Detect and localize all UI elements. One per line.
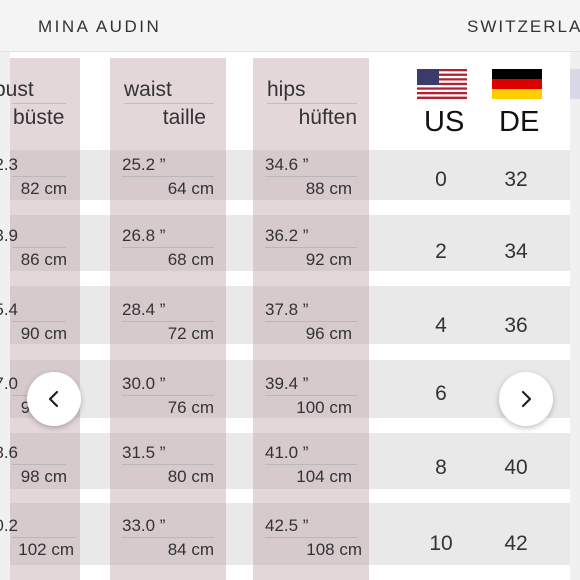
bust-cm-value: 102 cm <box>18 540 74 559</box>
waist-inch-value: 26.8 ” <box>122 226 166 245</box>
hips-inch-value: 39.4 ” <box>265 374 309 393</box>
waist-inch-value: 28.4 ” <box>122 300 166 319</box>
waist-inch-value: 33.0 ” <box>122 516 166 535</box>
cell-rule <box>265 321 357 322</box>
us-size-value: 8 <box>435 456 447 479</box>
hips-inch-value: 37.8 ” <box>265 300 309 319</box>
cell-rule <box>265 537 357 538</box>
us-size-code: US <box>424 106 465 138</box>
row-band <box>0 433 580 489</box>
row-band <box>0 286 580 344</box>
bust-inch-value: 35.4 ” <box>0 300 18 319</box>
header-rule <box>12 103 66 104</box>
us-size-value: 4 <box>435 314 447 337</box>
de-size-code: DE <box>499 106 540 138</box>
de-size-value: 34 <box>504 240 528 263</box>
bust-cm-value: 90 cm <box>20 324 67 343</box>
us-size-value: 10 <box>429 532 453 555</box>
cell-rule <box>122 176 214 177</box>
hips-inch-value: 36.2 ” <box>265 226 309 245</box>
cell-rule <box>265 176 357 177</box>
germany-flag-icon <box>492 69 542 99</box>
hips-header-fr: hüften <box>298 106 357 129</box>
bust-column <box>10 58 80 580</box>
bust-cm-value: 98 cm <box>20 467 67 486</box>
hips-cm-value: 96 cm <box>305 324 352 343</box>
waist-header-en: waist <box>124 78 172 101</box>
cell-rule <box>12 537 76 538</box>
chevron-left-icon <box>48 390 59 408</box>
hips-inch-value: 41.0 ” <box>265 443 309 462</box>
de-size-value: 40 <box>504 456 528 479</box>
previous-image-button[interactable] <box>27 372 81 426</box>
waist-column <box>110 58 226 580</box>
right-edge-strip <box>570 52 580 580</box>
bust-header-fr: büste <box>13 106 65 129</box>
row-band <box>0 215 580 271</box>
cell-rule <box>122 464 214 465</box>
bust-inch-value: 40.2 ” <box>0 516 18 535</box>
cell-rule <box>122 321 214 322</box>
us-size-value: 0 <box>435 168 447 191</box>
row-bands <box>0 52 580 580</box>
cell-rule <box>265 247 357 248</box>
brand-name: MINA AUDIN <box>38 17 162 36</box>
cell-rule <box>12 247 66 248</box>
country-label: SWITZERLAND <box>467 17 580 36</box>
bust-cm-value: 82 cm <box>20 179 67 198</box>
waist-cm-value: 72 cm <box>167 324 214 343</box>
bust-inch-value: 33.9 ” <box>0 226 18 245</box>
bust-inch-value: 37.0 ” <box>0 374 18 393</box>
de-size-value: 42 <box>504 532 528 555</box>
cell-rule <box>12 321 66 322</box>
hips-cm-value: 92 cm <box>305 250 352 269</box>
cell-rule <box>265 395 357 396</box>
waist-cm-value: 84 cm <box>167 540 214 559</box>
cell-rule <box>122 247 214 248</box>
waist-cm-value: 68 cm <box>167 250 214 269</box>
de-size-value: 36 <box>504 314 528 337</box>
hips-cm-value: 104 cm <box>296 467 352 486</box>
de-size-value: 32 <box>504 168 528 191</box>
page-header: MINA AUDIN SWITZERLAND <box>0 0 580 52</box>
cell-rule <box>122 537 214 538</box>
bust-header-en: bust <box>0 78 34 101</box>
row-band <box>0 503 580 565</box>
hips-cm-value: 108 cm <box>306 540 362 559</box>
bust-cm-value: 86 cm <box>20 250 67 269</box>
waist-cm-value: 76 cm <box>167 398 214 417</box>
row-band <box>0 150 580 200</box>
waist-header-fr: taille <box>162 106 206 129</box>
waist-inch-value: 31.5 ” <box>122 443 166 462</box>
waist-inch-value: 25.2 ” <box>122 155 166 174</box>
chevron-right-icon <box>521 390 532 408</box>
cell-rule <box>122 395 214 396</box>
hips-inch-value: 42.5 ” <box>265 516 309 535</box>
bust-inch-value: 38.6 ” <box>0 443 18 462</box>
cell-rule <box>12 176 66 177</box>
header-rule <box>267 103 357 104</box>
hips-cm-value: 100 cm <box>296 398 352 417</box>
us-flag-icon <box>417 69 467 99</box>
hips-inch-value: 34.6 ” <box>265 155 309 174</box>
us-size-value: 2 <box>435 240 447 263</box>
cell-rule <box>12 464 66 465</box>
waist-cm-value: 80 cm <box>167 467 214 486</box>
left-edge-strip <box>0 52 10 580</box>
waist-cm-value: 64 cm <box>167 179 214 198</box>
hips-column <box>253 58 369 580</box>
partial-flag-icon <box>568 69 580 99</box>
waist-inch-value: 30.0 ” <box>122 374 166 393</box>
cell-rule <box>265 464 357 465</box>
us-size-value: 6 <box>435 382 447 405</box>
bust-inch-value: 32.3 ” <box>0 155 18 174</box>
header-rule <box>124 103 214 104</box>
hips-header-en: hips <box>267 78 306 101</box>
next-image-button[interactable] <box>499 372 553 426</box>
row-band <box>0 360 580 418</box>
hips-cm-value: 88 cm <box>305 179 352 198</box>
